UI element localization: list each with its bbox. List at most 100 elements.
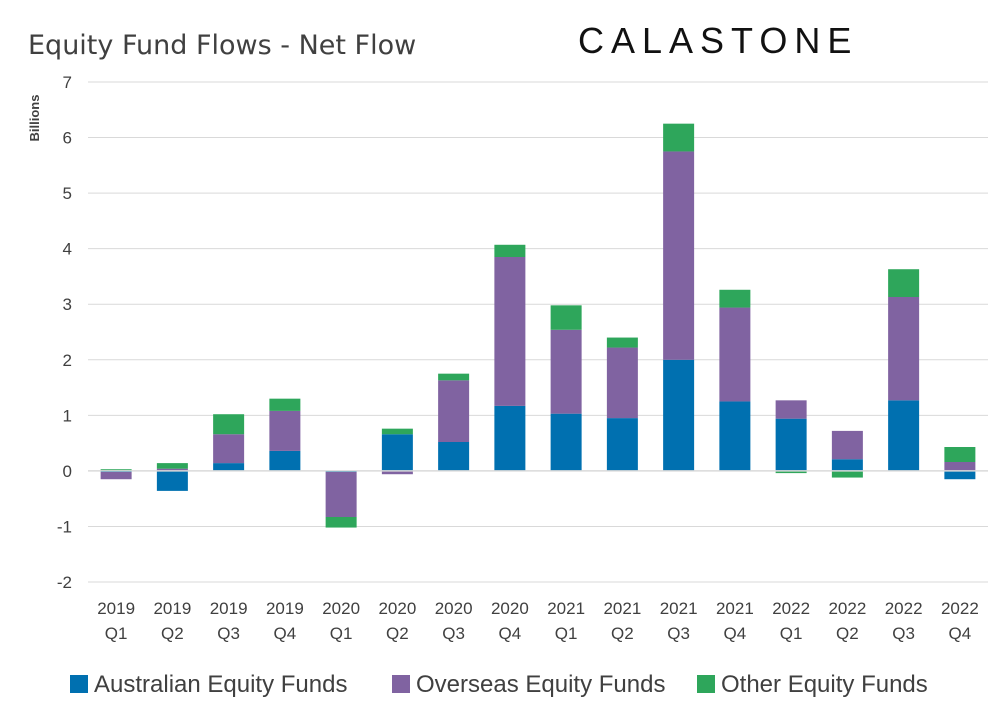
x-tick-year: 2021 xyxy=(547,599,585,618)
legend-label: Australian Equity Funds xyxy=(94,671,347,698)
legend-label: Other Equity Funds xyxy=(721,671,928,698)
x-tick-year: 2022 xyxy=(885,599,923,618)
bar-overseas-equity-funds xyxy=(381,470,413,475)
bar-other-equity-funds xyxy=(494,244,526,257)
x-tick-year: 2019 xyxy=(97,599,135,618)
bar-other-equity-funds xyxy=(775,470,807,474)
bar-overseas-equity-funds xyxy=(494,257,526,406)
bar-other-equity-funds xyxy=(550,305,582,330)
bar-australian-equity-funds xyxy=(381,434,413,471)
bar-other-equity-funds xyxy=(381,428,413,435)
bar-australian-equity-funds xyxy=(663,359,695,471)
x-tick-year: 2021 xyxy=(660,599,698,618)
x-tick-year: 2021 xyxy=(716,599,754,618)
x-tick-year: 2020 xyxy=(435,599,473,618)
x-tick-year: 2019 xyxy=(266,599,304,618)
bar-australian-equity-funds xyxy=(213,463,245,471)
y-tick-label: 1 xyxy=(63,406,72,425)
y-tick-label: 3 xyxy=(63,295,72,314)
bar-overseas-equity-funds xyxy=(888,297,920,401)
x-tick-quarter: Q3 xyxy=(217,624,240,643)
x-tick-year: 2022 xyxy=(828,599,866,618)
x-tick-quarter: Q1 xyxy=(780,624,803,643)
bar-australian-equity-funds xyxy=(888,400,920,471)
bar-australian-equity-funds xyxy=(719,401,751,471)
legend-swatch xyxy=(70,675,88,693)
bar-australian-equity-funds xyxy=(775,418,807,471)
x-tick-quarter: Q2 xyxy=(836,624,859,643)
bar-other-equity-funds xyxy=(438,373,470,381)
x-tick-quarter: Q3 xyxy=(667,624,690,643)
legend-swatch xyxy=(392,675,410,693)
y-tick-label: 7 xyxy=(63,73,72,92)
legend-swatch xyxy=(697,675,715,693)
x-tick-quarter: Q2 xyxy=(161,624,184,643)
y-axis-label: Billions xyxy=(27,95,42,142)
y-tick-label: 0 xyxy=(63,462,72,481)
x-tick-year: 2019 xyxy=(153,599,191,618)
bar-other-equity-funds xyxy=(663,123,695,152)
x-tick-quarter: Q4 xyxy=(724,624,747,643)
x-tick-quarter: Q1 xyxy=(330,624,353,643)
bar-overseas-equity-funds xyxy=(663,151,695,360)
bar-overseas-equity-funds xyxy=(100,472,132,480)
y-tick-label: -1 xyxy=(57,517,72,536)
bar-overseas-equity-funds xyxy=(550,329,582,414)
bar-overseas-equity-funds xyxy=(269,410,301,451)
bar-other-equity-funds xyxy=(156,463,188,469)
bar-overseas-equity-funds xyxy=(831,430,863,460)
bar-australian-equity-funds xyxy=(156,470,188,491)
bar-australian-equity-funds xyxy=(944,470,976,480)
y-tick-label: 6 xyxy=(63,129,72,148)
bar-australian-equity-funds xyxy=(606,418,638,471)
x-tick-quarter: Q3 xyxy=(442,624,465,643)
bar-other-equity-funds xyxy=(269,398,301,411)
y-tick-label: -2 xyxy=(57,573,72,592)
y-tick-label: 4 xyxy=(63,240,72,259)
chart-title: Equity Fund Flows - Net Flow xyxy=(28,30,416,61)
bar-overseas-equity-funds xyxy=(719,307,751,402)
x-axis-ticks: 2019 Q1 2019 Q2 2019 Q3 2019 Q4 2020 Q1 2020 Q2 2020… xyxy=(97,599,979,643)
bar-other-equity-funds xyxy=(325,517,357,528)
bar-australian-equity-funds xyxy=(494,405,526,471)
bar-other-equity-funds xyxy=(213,414,245,435)
x-tick-quarter: Q1 xyxy=(555,624,578,643)
bar-australian-equity-funds xyxy=(550,413,582,471)
bars xyxy=(100,123,976,528)
legend-label: Overseas Equity Funds xyxy=(416,671,665,698)
gridlines xyxy=(88,81,988,583)
x-tick-quarter: Q3 xyxy=(892,624,915,643)
x-tick-quarter: Q1 xyxy=(105,624,128,643)
bar-other-equity-funds xyxy=(606,337,638,348)
x-tick-year: 2020 xyxy=(322,599,360,618)
x-tick-quarter: Q4 xyxy=(274,624,297,643)
bar-overseas-equity-funds xyxy=(775,400,807,419)
bar-other-equity-funds xyxy=(719,289,751,308)
bar-overseas-equity-funds xyxy=(156,468,188,471)
bar-overseas-equity-funds xyxy=(325,472,357,517)
x-tick-year: 2019 xyxy=(210,599,248,618)
x-tick-year: 2021 xyxy=(603,599,641,618)
legend: Australian Equity Funds Overseas Equity F… xyxy=(70,671,928,698)
y-tick-label: 2 xyxy=(63,351,72,370)
x-tick-quarter: Q2 xyxy=(611,624,634,643)
x-tick-year: 2022 xyxy=(772,599,810,618)
x-tick-quarter: Q4 xyxy=(949,624,972,643)
x-tick-quarter: Q4 xyxy=(499,624,522,643)
bar-overseas-equity-funds xyxy=(213,434,245,464)
bar-other-equity-funds xyxy=(100,469,132,471)
y-axis-ticks: 7 6 5 4 3 2 1 0 -1 -2 xyxy=(57,73,72,592)
bar-other-equity-funds xyxy=(831,470,863,478)
bar-overseas-equity-funds xyxy=(606,347,638,419)
calastone-logo: CALASTONE xyxy=(578,20,858,61)
bar-other-equity-funds xyxy=(888,269,920,297)
x-tick-year: 2020 xyxy=(378,599,416,618)
bar-overseas-equity-funds xyxy=(944,462,976,471)
x-tick-year: 2022 xyxy=(941,599,979,618)
bar-overseas-equity-funds xyxy=(438,380,470,442)
bar-other-equity-funds xyxy=(944,447,976,462)
bar-australian-equity-funds xyxy=(269,450,301,471)
x-tick-year: 2020 xyxy=(491,599,529,618)
bar-australian-equity-funds xyxy=(831,459,863,471)
